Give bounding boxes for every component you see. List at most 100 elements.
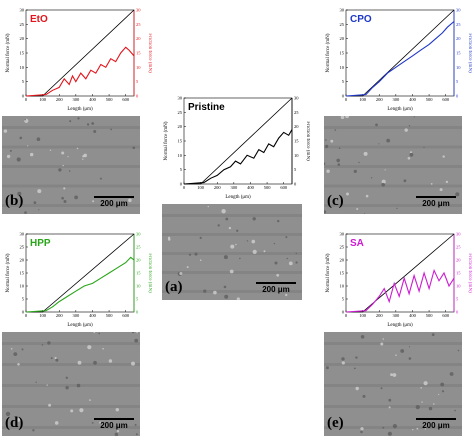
y-tick-label: 25 [340,245,345,250]
y-tick-label: 5 [22,297,25,302]
y-tick-label: 30 [340,8,345,13]
y2-tick-label: 5 [456,79,459,84]
series-friction-force [25,46,135,97]
x-tick-label: 600 [280,185,288,190]
series-friction-force [345,268,455,313]
x-axis-label: Length (μm) [225,195,251,200]
scale-bar: 200 μm [94,418,134,430]
y2-tick-label: 30 [136,8,141,13]
x-tick-label: 400 [409,313,417,318]
y-axis-label: Normal force (mN) [164,121,169,160]
panel-title: Pristine [188,102,225,113]
y-tick-label: 20 [20,258,25,263]
x-axis-label: Length (μm) [387,107,413,112]
x-axis-label: Length (μm) [387,323,413,328]
panel-letter-e: (e) [327,415,344,431]
x-tick-label: 200 [56,313,64,318]
panel-title: HPP [30,238,51,249]
y2-tick-label: 5 [136,297,139,302]
y2-tick-label: 25 [456,245,461,250]
y-tick-label: 0 [342,94,345,99]
x-tick-label: 500 [426,313,434,318]
y-tick-label: 10 [340,284,345,289]
x-tick-label: 400 [247,185,255,190]
y2-tick-label: 5 [456,297,459,302]
x-tick-label: 300 [230,185,238,190]
y-tick-label: 30 [20,232,25,237]
x-tick-label: 100 [359,97,367,102]
y-tick-label: 5 [342,79,345,84]
y-tick-label: 5 [342,297,345,302]
y2-tick-label: 30 [456,8,461,13]
x-tick-label: 400 [89,313,97,318]
y2-tick-label: 10 [456,65,461,70]
x-tick-label: 300 [392,97,400,102]
y2-tick-label: 15 [136,271,141,276]
panel-letter-d: (d) [5,415,24,431]
y2-tick-label: 5 [136,79,139,84]
y-tick-label: 0 [22,94,25,99]
y2-tick-label: 25 [294,110,299,115]
x-tick-label: 500 [106,97,114,102]
y2-axis-label: Friction force (mN) [305,121,310,161]
y2-tick-label: 30 [456,232,461,237]
x-tick-label: 0 [345,97,348,102]
y2-axis-label: Friction force (mN) [467,253,472,293]
x-tick-label: 400 [409,97,417,102]
panel-pristine: 0 100 200 300 400 500 600 0 0 5 5 10 10 15 15 20 20 25 25 3… [160,90,310,302]
y-axis-label: Normal force (mN) [326,33,331,72]
y-axis-label: Normal force (mN) [326,253,331,292]
panel-eto: 0 100 200 300 400 500 600 0 0 5 5 10 10 15 15 20 20 25 25 3… [2,2,152,224]
x-tick-label: 100 [197,185,205,190]
y-axis-label: Normal force (mN) [6,33,11,72]
y2-tick-label: 15 [456,51,461,56]
sem-image-hpp: (d) 200 μm [2,332,140,436]
x-tick-label: 0 [25,97,28,102]
scale-bar: 200 μm [416,196,456,208]
y-tick-label: 0 [180,182,183,187]
y-tick-label: 10 [20,284,25,289]
x-axis-label: Length (μm) [67,323,93,328]
y-tick-label: 20 [20,36,25,41]
y-tick-label: 15 [20,51,25,56]
y-tick-label: 25 [178,110,183,115]
y2-tick-label: 10 [136,65,141,70]
y2-tick-label: 0 [456,94,459,99]
y-tick-label: 25 [340,22,345,27]
y-tick-label: 20 [340,36,345,41]
y-tick-label: 15 [178,139,183,144]
x-tick-label: 300 [72,97,80,102]
y2-tick-label: 20 [456,258,461,263]
sem-image-sa: (e) 200 μm [324,332,462,436]
scale-bar: 200 μm [94,196,134,208]
y2-tick-label: 15 [136,51,141,56]
x-tick-label: 200 [56,97,64,102]
y2-tick-label: 0 [456,310,459,315]
panel-title: SA [350,238,364,249]
y2-axis-label: Friction force (mN) [147,253,152,293]
sem-texture [2,117,140,214]
y-tick-label: 10 [178,153,183,158]
scale-bar: 200 μm [256,282,296,294]
x-axis-label: Length (μm) [67,107,93,112]
y-tick-label: 30 [20,8,25,13]
y-axis-label: Normal force (mN) [6,253,11,292]
x-tick-label: 0 [25,313,28,318]
x-tick-label: 200 [214,185,222,190]
x-tick-label: 300 [392,313,400,318]
y2-axis-label: Friction force (mN) [147,33,152,73]
y2-tick-label: 20 [136,258,141,263]
y-tick-label: 25 [20,245,25,250]
panel-hpp: 0 100 200 300 400 500 600 0 0 5 5 10 10 15 15 20 20 25 25 3… [2,226,152,438]
sem-texture [324,333,462,436]
x-tick-label: 400 [89,97,97,102]
y2-tick-label: 10 [294,153,299,158]
x-tick-label: 100 [359,313,367,318]
y-tick-label: 10 [340,65,345,70]
y2-axis-label: Friction force (mN) [467,33,472,73]
y2-tick-label: 10 [136,284,141,289]
sem-texture [162,205,302,300]
